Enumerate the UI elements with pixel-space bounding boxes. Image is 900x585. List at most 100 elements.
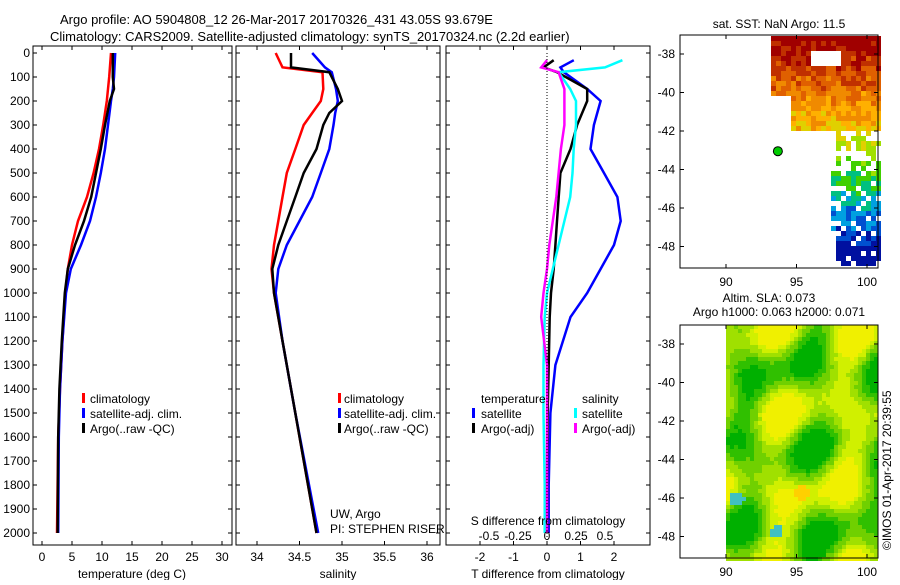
sla-cell bbox=[730, 549, 734, 553]
sla-cell bbox=[866, 361, 870, 365]
sla-cell bbox=[734, 465, 738, 469]
sla-cell bbox=[818, 477, 822, 481]
sla-cell bbox=[746, 441, 750, 445]
sla-cell bbox=[802, 481, 806, 485]
sla-cell bbox=[802, 525, 806, 529]
sla-cell bbox=[830, 453, 834, 457]
sla-cell bbox=[870, 341, 874, 345]
legend-label: satellite-adj. clim. bbox=[344, 407, 436, 421]
sla-cell bbox=[818, 473, 822, 477]
legend-label: climatology bbox=[90, 392, 150, 406]
sst-cell bbox=[836, 181, 841, 186]
sla-cell bbox=[854, 529, 858, 533]
sla-cell bbox=[726, 353, 730, 357]
sla-cell bbox=[750, 545, 754, 549]
sla-cell bbox=[738, 353, 742, 357]
sla-cell bbox=[730, 405, 734, 409]
sla-cell bbox=[806, 449, 810, 453]
sla-cell bbox=[754, 501, 758, 505]
sla-cell bbox=[770, 441, 774, 445]
sla-cell bbox=[738, 449, 742, 453]
sst-cell bbox=[871, 51, 876, 56]
sst-cell bbox=[836, 81, 841, 86]
sla-cell bbox=[858, 349, 862, 353]
sla-cell bbox=[742, 357, 746, 361]
sla-cell bbox=[838, 429, 842, 433]
sla-cell bbox=[826, 449, 830, 453]
sst-cell bbox=[846, 261, 851, 266]
sst-cell bbox=[861, 186, 866, 191]
sla-cell bbox=[810, 529, 814, 533]
sla-cell bbox=[810, 477, 814, 481]
sla-cell bbox=[734, 513, 738, 517]
sla-cell bbox=[754, 429, 758, 433]
sla-cell bbox=[830, 325, 834, 329]
sla-cell bbox=[862, 453, 866, 457]
sla-cell bbox=[810, 453, 814, 457]
sla-cell bbox=[810, 545, 814, 549]
sst-cell bbox=[871, 61, 876, 66]
sla-cell bbox=[834, 465, 838, 469]
sla-cell bbox=[726, 365, 730, 369]
sla-cell bbox=[834, 481, 838, 485]
sla-cell bbox=[818, 417, 822, 421]
sla-cell bbox=[802, 329, 806, 333]
sst-cell bbox=[866, 246, 871, 251]
sst-cell bbox=[801, 101, 806, 106]
sla-cell bbox=[726, 457, 730, 461]
plot-frame bbox=[235, 45, 441, 546]
sla-cell bbox=[862, 381, 866, 385]
sla-cell bbox=[742, 417, 746, 421]
sla-cell bbox=[790, 413, 794, 417]
sla-cell bbox=[790, 485, 794, 489]
sla-cell bbox=[874, 377, 878, 381]
sla-cell bbox=[802, 369, 806, 373]
sla-cell bbox=[850, 549, 854, 553]
sla-cell bbox=[818, 513, 822, 517]
sla-cell bbox=[794, 445, 798, 449]
sla-cell bbox=[746, 545, 750, 549]
sla-cell bbox=[846, 517, 850, 521]
sla-cell bbox=[802, 377, 806, 381]
sla-cell bbox=[734, 525, 738, 529]
sla-cell bbox=[814, 333, 818, 337]
sst-cell bbox=[871, 126, 876, 131]
sst-cell bbox=[836, 161, 841, 166]
sla-cell bbox=[734, 441, 738, 445]
sla-cell bbox=[754, 529, 758, 533]
sst-cell bbox=[871, 106, 876, 111]
sla-cell bbox=[750, 389, 754, 393]
sst-cell bbox=[776, 71, 781, 76]
sla-cell bbox=[754, 489, 758, 493]
sla-cell bbox=[726, 461, 730, 465]
sla-cell bbox=[798, 365, 802, 369]
sst-cell bbox=[781, 46, 786, 51]
sla-cell bbox=[790, 457, 794, 461]
sst-cell bbox=[861, 81, 866, 86]
sla-cell bbox=[858, 353, 862, 357]
sst-cell bbox=[866, 126, 871, 131]
sla-cell bbox=[818, 545, 822, 549]
sla-cell bbox=[810, 485, 814, 489]
sla-cell bbox=[790, 465, 794, 469]
sla-cell bbox=[770, 449, 774, 453]
sst-cell bbox=[831, 116, 836, 121]
sla-cell bbox=[810, 433, 814, 437]
sla-cell bbox=[786, 481, 790, 485]
sst-cell bbox=[861, 211, 866, 216]
sst-cell bbox=[866, 201, 871, 206]
sla-cell bbox=[866, 405, 870, 409]
sla-cell bbox=[834, 341, 838, 345]
sla-cell bbox=[842, 481, 846, 485]
sla-cell bbox=[846, 441, 850, 445]
sla-cell bbox=[806, 433, 810, 437]
sla-cell bbox=[750, 517, 754, 521]
sla-cell bbox=[858, 393, 862, 397]
sla-map-title: Altim. SLA: 0.073 bbox=[723, 291, 816, 305]
sla-cell bbox=[770, 417, 774, 421]
sla-cell bbox=[846, 349, 850, 353]
sla-cell bbox=[838, 481, 842, 485]
sla-cell bbox=[798, 373, 802, 377]
sla-cell bbox=[810, 469, 814, 473]
